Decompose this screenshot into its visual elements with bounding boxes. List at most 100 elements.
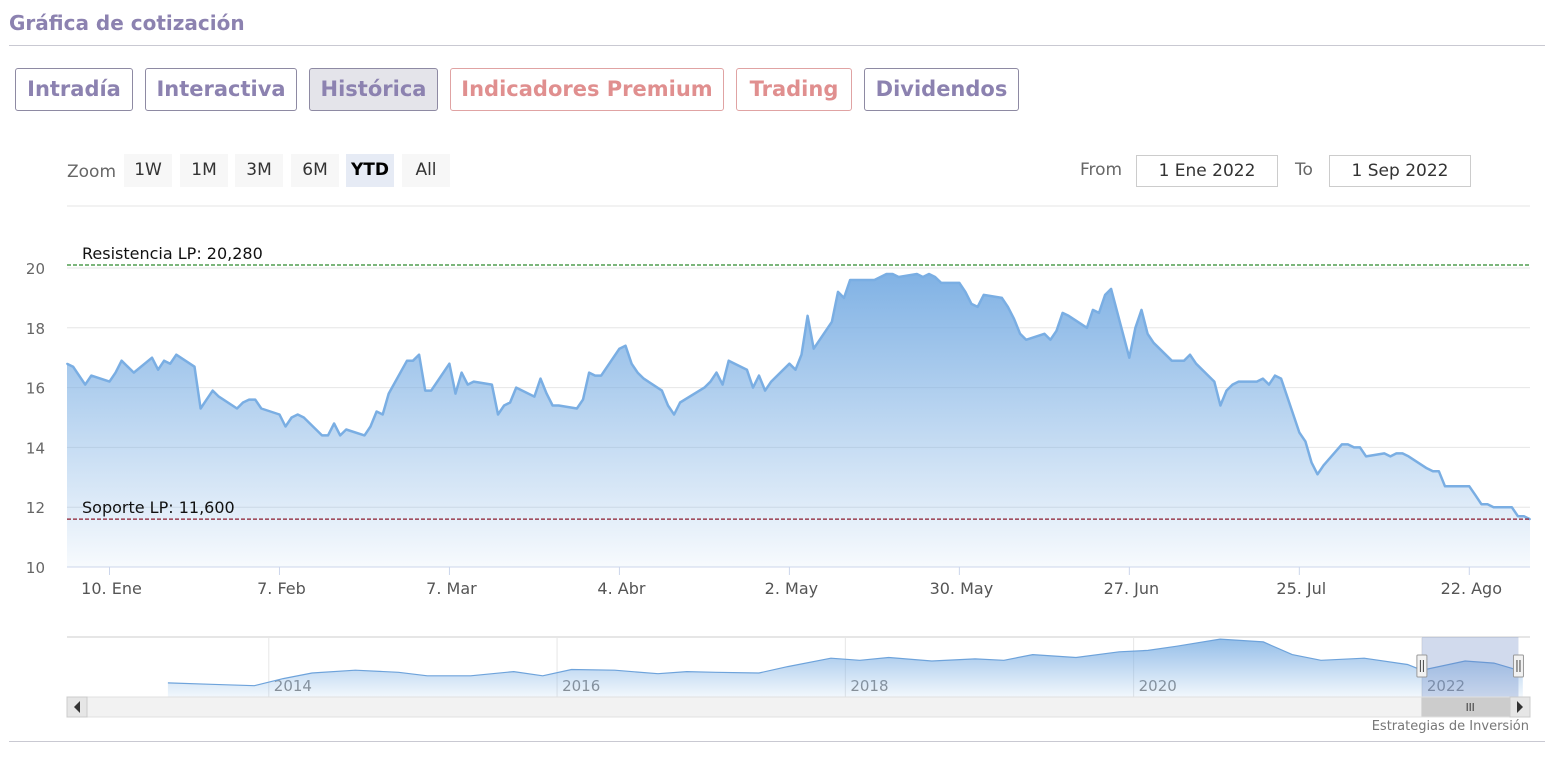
price-point xyxy=(897,276,900,278)
price-point xyxy=(982,294,985,296)
price-point xyxy=(624,344,627,347)
tab-historica[interactable]: Histórica xyxy=(309,68,438,111)
x-tick-label: 25. Jul xyxy=(1276,579,1326,598)
price-point xyxy=(1140,309,1143,311)
x-tick-label: 4. Abr xyxy=(597,579,645,598)
price-point xyxy=(284,425,287,428)
y-tick-label: 18 xyxy=(26,320,45,338)
price-point xyxy=(1055,329,1058,332)
tab-dividendos[interactable]: Dividendos xyxy=(864,68,1019,111)
x-tick-label: 22. Ago xyxy=(1441,579,1502,598)
price-point xyxy=(533,395,536,398)
price-point xyxy=(236,407,238,410)
price-point xyxy=(630,362,633,365)
price-point xyxy=(1510,506,1513,509)
price-point xyxy=(1104,294,1106,296)
zoom-all-button[interactable]: All xyxy=(402,154,450,187)
tab-interactiva[interactable]: Interactiva xyxy=(145,68,297,111)
price-point xyxy=(454,392,457,395)
price-point xyxy=(1425,467,1428,470)
price-point xyxy=(509,401,511,404)
tab-intradia[interactable]: Intradía xyxy=(15,68,133,111)
y-tick-label: 14 xyxy=(26,439,45,457)
tab-indicadores-premium[interactable]: Indicadores Premium xyxy=(450,68,724,111)
price-point xyxy=(169,362,172,365)
price-point xyxy=(1529,518,1531,521)
zoom-3m-button[interactable]: 3M xyxy=(235,154,283,187)
price-point xyxy=(1237,380,1240,383)
price-point xyxy=(1298,431,1301,434)
navigator-selection[interactable] xyxy=(1421,637,1519,697)
price-point xyxy=(636,371,639,374)
price-point xyxy=(879,276,882,278)
price-point xyxy=(849,279,851,281)
price-point xyxy=(758,374,760,377)
price-point xyxy=(157,368,160,371)
price-point xyxy=(217,395,220,398)
price-point xyxy=(327,434,329,437)
price-point xyxy=(1262,377,1264,380)
title-divider xyxy=(9,45,1545,46)
support-label: Soporte LP: 11,600 xyxy=(82,498,235,517)
price-point xyxy=(1189,353,1191,356)
price-point xyxy=(66,362,68,365)
navigator-scrollbar-track[interactable] xyxy=(66,696,1531,718)
price-point xyxy=(1389,455,1392,458)
price-point xyxy=(1517,515,1519,518)
price-point xyxy=(387,392,390,395)
chart-credit[interactable]: Estrategias de Inversión xyxy=(1371,719,1529,734)
tab-trading[interactable]: Trading xyxy=(736,68,852,111)
price-point xyxy=(976,306,979,308)
price-point xyxy=(1383,452,1386,455)
range-to-input[interactable]: 1 Sep 2022 xyxy=(1329,155,1471,187)
price-point xyxy=(260,407,263,410)
price-point xyxy=(551,404,554,407)
price-point xyxy=(922,276,924,278)
price-point xyxy=(746,368,748,371)
price-point xyxy=(108,380,111,383)
zoom-1m-button[interactable]: 1M xyxy=(180,154,228,187)
price-point xyxy=(321,434,323,437)
price-point xyxy=(1480,503,1483,506)
price-point xyxy=(1492,506,1495,509)
price-point xyxy=(618,347,621,350)
price-point xyxy=(1170,359,1173,362)
x-tick-label: 10. Ene xyxy=(81,579,142,598)
price-point xyxy=(885,273,888,275)
range-from-input[interactable]: 1 Ene 2022 xyxy=(1136,155,1278,187)
navigator-right-handle[interactable] xyxy=(1512,654,1524,678)
price-point xyxy=(1359,446,1361,449)
price-point xyxy=(837,291,839,293)
price-point xyxy=(430,389,433,392)
price-point xyxy=(1340,443,1343,446)
price-point xyxy=(916,273,918,275)
zoom-label: Zoom xyxy=(67,162,117,182)
price-point xyxy=(72,365,74,368)
x-tick-label: 2. May xyxy=(765,579,818,598)
zoom-6m-button[interactable]: 6M xyxy=(291,154,339,187)
y-tick-label: 12 xyxy=(26,499,45,517)
zoom-1w-button[interactable]: 1W xyxy=(124,154,172,187)
price-point xyxy=(1007,306,1009,308)
price-point xyxy=(752,386,754,389)
price-point xyxy=(497,413,499,416)
price-point xyxy=(84,383,87,386)
price-point xyxy=(1086,326,1088,329)
price-point xyxy=(1025,338,1027,341)
navigator-left-handle[interactable] xyxy=(1416,654,1428,678)
x-tick-label: 27. Jun xyxy=(1104,579,1160,598)
price-point xyxy=(114,371,117,374)
price-point xyxy=(812,347,815,350)
price-point xyxy=(466,383,469,386)
price-point xyxy=(503,404,505,407)
price-point xyxy=(345,428,348,431)
price-point xyxy=(1347,443,1349,446)
price-point xyxy=(78,374,80,377)
price-point xyxy=(1468,485,1471,488)
price-point xyxy=(491,383,493,386)
price-point xyxy=(418,353,420,356)
price-point xyxy=(1019,332,1021,335)
price-area-fill xyxy=(67,274,1530,567)
zoom-ytd-button[interactable]: YTD xyxy=(346,154,394,187)
